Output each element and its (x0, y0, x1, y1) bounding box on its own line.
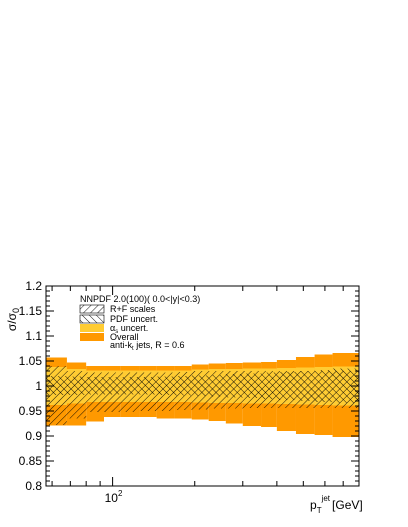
pdf-band-bin (104, 377, 121, 395)
y-axis-label: σ/σ0 (5, 308, 21, 331)
pdf-band-bin (261, 372, 277, 399)
x-tick-label: 102 (105, 489, 123, 505)
y-tick-label: 1.15 (19, 304, 43, 318)
bands (46, 353, 359, 437)
pdf-band-bin (156, 376, 175, 395)
legend-swatch-scales (79, 304, 105, 314)
pdf-band-bin (242, 373, 262, 398)
y-tick-label: 1.1 (25, 329, 42, 343)
legend-label-alphas: αs uncert. (110, 323, 148, 335)
pdf-band-bin (139, 377, 157, 395)
y-tick-label: 1.2 (25, 279, 42, 293)
pdf-band-bin (295, 371, 315, 401)
pdf-band-bin (208, 375, 226, 397)
pdf-band-bin (86, 377, 105, 395)
pdf-band-bin (225, 374, 243, 398)
x-axis-label: pTjet [GeV] (310, 494, 363, 515)
legend-label-pdf: PDF uncert. (110, 314, 158, 324)
legend-swatch-overall (80, 333, 104, 341)
pdf-band-bin (314, 370, 333, 402)
pdf-band-bin (191, 375, 209, 396)
x-axis: 102 (51, 286, 344, 505)
y-tick-label: 0.8 (25, 479, 42, 493)
y-tick-label: 0.9 (25, 429, 42, 443)
legend: NNPDF 2.0(100)( 0.0<|y|<0.3) R+F scales … (79, 294, 200, 352)
pdf-band-bin (174, 376, 192, 396)
y-tick-label: 1 (35, 379, 42, 393)
y-axis: 0.8 0.85 0.9 0.95 1 1.05 1.1 1.15 1.2 (19, 279, 359, 493)
y-tick-label: 1.05 (19, 354, 43, 368)
y-tick-label: 0.95 (19, 404, 43, 418)
legend-swatch-pdf (79, 314, 105, 324)
pdf-band-bin (120, 377, 140, 395)
legend-label-overall: Overall (110, 332, 139, 342)
pdf-band-bin (66, 376, 87, 395)
legend-swatch-alphas (80, 324, 104, 332)
y-tick-label: 0.85 (19, 454, 43, 468)
pdf-band-bin (46, 376, 67, 395)
pdf-band-bin (276, 372, 296, 400)
legend-title: NNPDF 2.0(100)( 0.0<|y|<0.3) (80, 294, 200, 304)
legend-label-scales: R+F scales (110, 304, 156, 314)
legend-note: anti-kt jets, R = 0.6 (110, 340, 184, 352)
